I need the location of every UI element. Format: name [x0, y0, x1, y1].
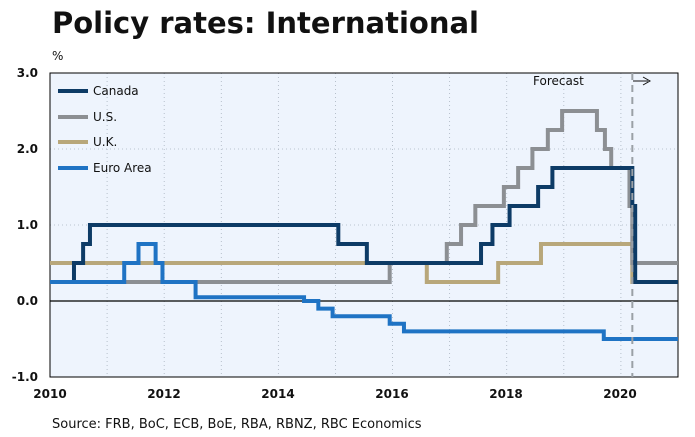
- forecast-label: Forecast: [533, 74, 584, 88]
- legend-label-uk: U.K.: [93, 135, 117, 149]
- y-tick-label: -1.0: [12, 370, 38, 384]
- x-tick-label: 2012: [147, 387, 180, 401]
- series-line-euro-area: [50, 242, 678, 341]
- plot-border: [49, 72, 679, 378]
- x-tick-label: 2016: [375, 387, 408, 401]
- legend-label-euro-area: Euro Area: [93, 161, 152, 175]
- y-tick-label: 2.0: [17, 142, 38, 156]
- source-note: Source: FRB, BoC, ECB, BoE, RBA, RBNZ, R…: [52, 417, 422, 432]
- x-tick-label: 2014: [261, 387, 294, 401]
- series-line-canada: [50, 166, 678, 284]
- legend: Canada U.S. U.K. Euro Area: [58, 84, 152, 175]
- series-lines: [50, 109, 678, 341]
- x-tick-label: 2020: [603, 387, 636, 401]
- legend-label-canada: Canada: [93, 84, 139, 98]
- y-tick-label: 1.0: [17, 218, 38, 232]
- y-axis-unit: %: [52, 49, 63, 63]
- y-tick-label: 0.0: [17, 294, 38, 308]
- x-tick-label: 2018: [489, 387, 522, 401]
- y-tick-label: 3.0: [17, 66, 38, 80]
- x-tick-label: 2010: [33, 387, 66, 401]
- legend-label-us: U.S.: [93, 110, 117, 124]
- forecast-arrow: [633, 76, 652, 86]
- chart-title: Policy rates: International: [52, 6, 479, 40]
- forecast-arrowhead-icon: [642, 76, 652, 86]
